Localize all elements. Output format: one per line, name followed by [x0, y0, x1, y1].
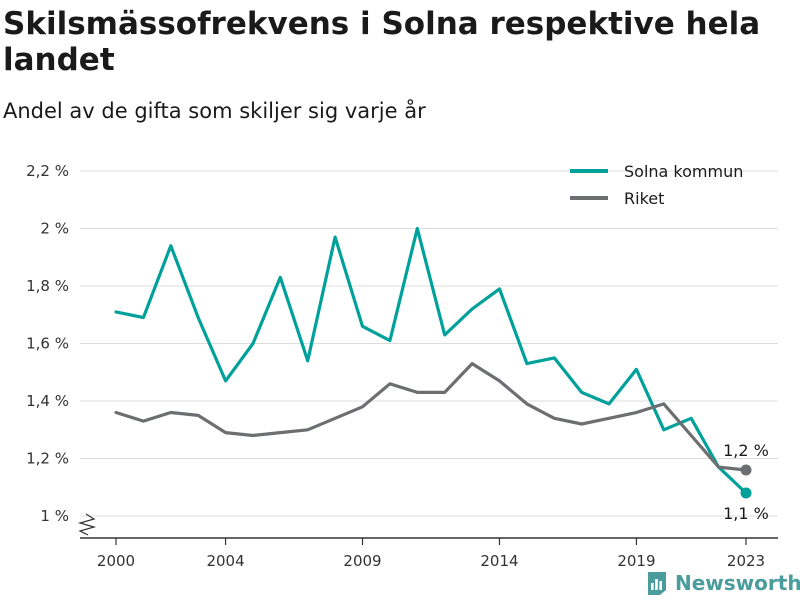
end-value-label: 1,1 % — [723, 504, 769, 523]
x-tick-label: 2014 — [480, 552, 518, 570]
gridlines — [80, 170, 778, 517]
series-lines — [114, 226, 748, 495]
series-line — [114, 362, 748, 472]
chart-subtitle: Andel av de gifta som skiljer sig varje … — [3, 99, 426, 123]
chart-title: Skilsmässofrekvens i Solna respektive he… — [3, 6, 761, 78]
newsworthy-logo-icon — [648, 572, 666, 595]
y-tick-label: 1,2 % — [26, 450, 69, 468]
end-value-label: 1,2 % — [723, 441, 769, 460]
series-endpoints: 1,1 % 1,2 % — [723, 441, 769, 523]
brand-logo: Newsworthy — [645, 568, 800, 598]
series-line — [114, 226, 748, 495]
y-tick-label: 2 % — [40, 220, 69, 238]
legend: Solna kommun Riket — [570, 162, 743, 208]
series-end-point — [740, 464, 752, 476]
y-tick-label: 1,8 % — [26, 277, 69, 295]
x-tick-label: 2023 — [727, 552, 765, 570]
x-axis: 2000 2004 2009 2014 2019 2023 — [77, 513, 778, 570]
y-axis-ticks: 1 % 1,2 % 1,4 % 1,6 % 1,8 % 2 % 2,2 % — [26, 162, 69, 525]
y-tick-label: 1,6 % — [26, 335, 69, 353]
x-tick-label: 2004 — [206, 552, 244, 570]
y-tick-label: 1 % — [40, 507, 69, 525]
brand-name: Newsworthy — [675, 571, 800, 595]
y-tick-label: 2,2 % — [26, 162, 69, 180]
x-tick-label: 2000 — [97, 552, 135, 570]
y-tick-label: 1,4 % — [26, 392, 69, 410]
x-tick-label: 2019 — [617, 552, 655, 570]
legend-label: Solna kommun — [624, 162, 743, 181]
series-end-point — [740, 487, 752, 499]
legend-label: Riket — [624, 189, 664, 208]
axis-break-icon — [77, 513, 97, 536]
x-tick-label: 2009 — [343, 552, 381, 570]
